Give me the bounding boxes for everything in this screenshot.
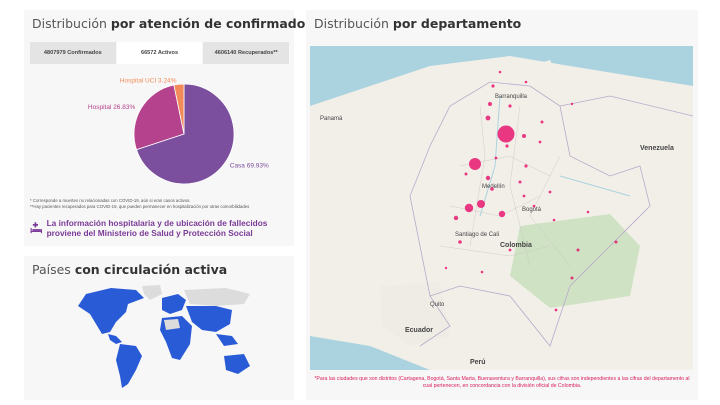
case-bubble[interactable] [498,210,506,218]
pie-slice-hospital[interactable] [133,84,185,151]
region-north-america [78,288,144,334]
case-bubble[interactable] [554,308,558,312]
hospital-bed-icon [30,222,43,234]
tab-recuperados[interactable]: 4606140 Recuperados** [203,42,291,64]
pie-label-uci: Hospital UCI 3.24% [120,77,177,84]
amazon-forest [510,214,640,308]
case-bubble[interactable] [505,144,509,148]
case-bubble[interactable] [491,84,495,88]
case-bubble[interactable] [552,218,556,222]
note-1: * Corresponde a muertes no relacionadas … [30,198,191,203]
map-label-colombia: Colombia [500,242,532,249]
departamento-title: Distribución por departamento [314,16,522,31]
pie-slice-uci[interactable] [173,83,185,135]
case-bubble[interactable] [480,270,484,274]
map-label-panama: Panamá [320,116,343,122]
case-bubble[interactable] [570,276,574,280]
note-2: **Hay pacientes recuperados para COVID-1… [30,204,250,209]
map-label-barranquilla: Barranquilla [495,94,528,100]
case-bubble[interactable] [522,194,526,198]
map-label-ecuador: Ecuador [405,327,433,334]
region-greenland [142,285,162,300]
case-bubble[interactable] [522,134,526,138]
map-label-quito: Quito [430,302,445,308]
case-bubble[interactable] [453,215,459,221]
region-sahara [164,319,180,330]
pie-slice-casa[interactable] [136,83,235,185]
status-tabs: 4807979 Confirmados 66572 Activos 460614… [30,42,291,64]
case-bubble[interactable] [444,266,448,270]
case-bubble[interactable] [548,190,552,194]
tab-confirmados[interactable]: 4807979 Confirmados [30,42,117,64]
map-footnote: *Para las ciudades que son distritos (Ca… [314,376,690,389]
map-label-venezuela: Venezuela [640,145,674,152]
colombia-map[interactable]: Barranquilla Venezuela Medellín Bogotá S… [310,46,693,370]
case-bubble[interactable] [614,240,618,244]
paises-panel: Países con circulación activa [24,256,294,400]
case-bubble[interactable] [477,200,485,208]
case-bubble[interactable] [458,240,462,244]
region-australia [224,354,250,374]
region-asia [186,306,232,332]
case-bubble[interactable] [508,104,512,108]
case-bubble[interactable] [485,175,491,181]
ecuador-land [380,282,450,346]
case-bubble[interactable] [570,102,574,106]
region-southeast-asia [216,334,238,346]
tab-activos[interactable]: 66572 Activos [116,42,204,64]
case-bubble[interactable] [469,158,481,170]
case-bubble[interactable] [464,172,468,176]
border-ecuador [419,295,451,347]
panama-land [310,104,420,150]
region-central-america [108,334,122,344]
pie-label-hospital: Hospital 26.83% [88,104,136,111]
region-south-america [116,344,142,388]
map-label-peru: Perú [470,359,486,366]
border-venezuela [559,95,693,117]
case-bubble[interactable] [488,102,492,106]
case-bubble[interactable] [485,115,491,121]
region-russia [184,288,250,306]
case-bubble[interactable] [518,180,522,184]
case-bubble[interactable] [508,248,512,252]
case-bubble[interactable] [538,140,542,144]
confirmados-title: Distribución por atención de confirmados [32,16,313,31]
case-bubble[interactable] [497,125,515,143]
case-bubble[interactable] [498,70,502,74]
border-colombia [409,81,651,347]
case-bubble[interactable] [464,203,474,213]
pie-label-casa: Casa 69.93% [230,163,269,170]
hospital-info: La información hospitalaria y de ubicaci… [30,218,292,238]
case-bubble[interactable] [586,210,590,214]
case-bubble[interactable] [494,156,498,160]
paises-title: Países con circulación activa [32,262,228,277]
map-label-medellin: Medellín [482,184,505,190]
case-bubble[interactable] [576,248,580,252]
world-map [78,285,250,388]
map-label-cali: Santiago de Cali [455,232,499,238]
map-label-bogota: Bogotá [522,207,542,213]
departamento-panel: Distribución por departamento Barranquil… [306,10,698,400]
confirmados-panel: Distribución por atención de confirmados… [24,10,313,246]
pie-chart: Casa 69.93% Hospital 26.83% Hospital UCI 3… [88,77,269,185]
case-bubble[interactable] [524,164,528,168]
case-bubble[interactable] [524,80,528,84]
case-bubble[interactable] [540,120,544,124]
case-bubble[interactable] [490,187,494,191]
region-europe [162,294,186,314]
hospital-info-text: La información hospitalaria y de ubicaci… [46,218,268,238]
case-bubble[interactable] [532,204,536,208]
